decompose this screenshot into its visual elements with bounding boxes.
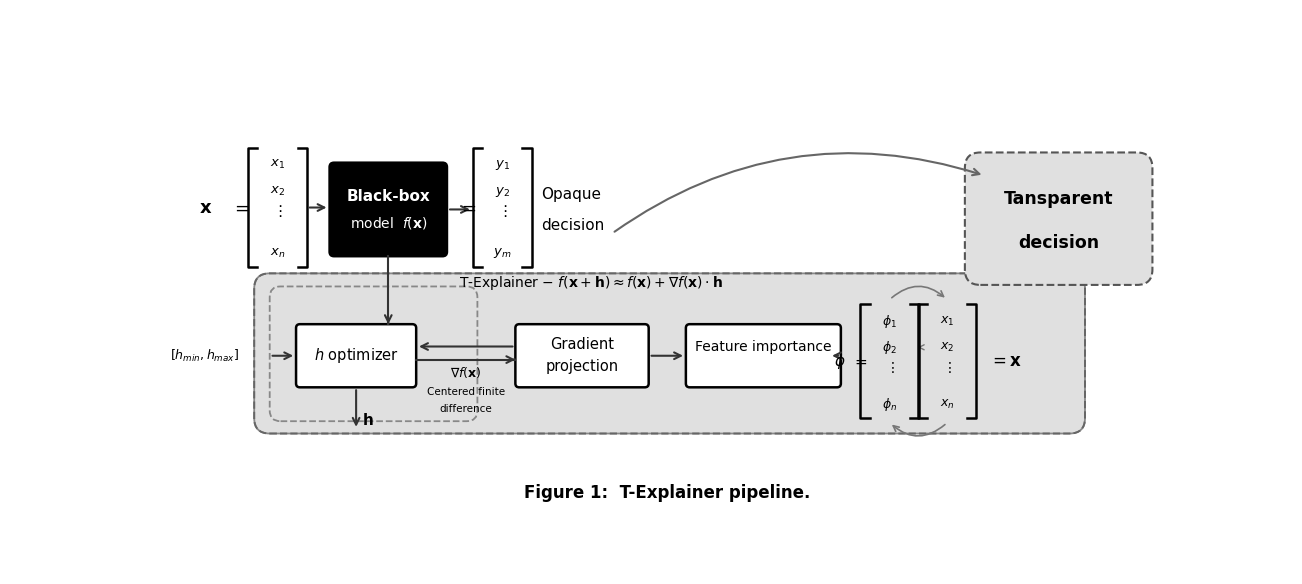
Text: $\vdots$: $\vdots$: [497, 203, 508, 220]
FancyBboxPatch shape: [516, 324, 648, 387]
Text: $\vdots$: $\vdots$: [943, 360, 952, 375]
Text: $[h_{min}, h_{max}]$: $[h_{min}, h_{max}]$: [171, 347, 240, 364]
Text: $\mathbf{h}$: $\mathbf{h}$: [362, 412, 374, 427]
Text: $\phi$: $\phi$: [835, 352, 846, 371]
Text: Black-box: Black-box: [346, 189, 430, 204]
Text: $\vdots$: $\vdots$: [272, 203, 283, 220]
Text: $x_n$: $x_n$: [270, 247, 285, 260]
Text: $y_m$: $y_m$: [493, 246, 512, 260]
Text: $x_1$: $x_1$: [270, 158, 285, 171]
FancyBboxPatch shape: [329, 162, 447, 256]
FancyBboxPatch shape: [965, 152, 1152, 285]
Text: T-Explainer $-$ $f(\mathbf{x}+\mathbf{h}) \approx f(\mathbf{x}) + \nabla f(\math: T-Explainer $-$ $f(\mathbf{x}+\mathbf{h}…: [458, 273, 723, 291]
Text: Feature importance: Feature importance: [695, 339, 832, 353]
Text: model  $f(\mathbf{x})$: model $f(\mathbf{x})$: [349, 215, 427, 231]
Text: $\nabla f(\mathbf{x})$: $\nabla f(\mathbf{x})$: [450, 365, 482, 380]
Text: $=$: $=$: [230, 199, 250, 217]
Text: $=$: $=$: [458, 199, 477, 217]
Text: Opaque: Opaque: [540, 187, 602, 202]
Text: projection: projection: [546, 359, 618, 374]
FancyBboxPatch shape: [254, 273, 1085, 433]
Text: decision: decision: [1018, 234, 1099, 252]
Text: $y_2$: $y_2$: [495, 185, 510, 199]
Text: $\vdots$: $\vdots$: [885, 360, 894, 375]
Text: $\phi_n$: $\phi_n$: [881, 396, 897, 413]
Text: $= \mathbf{x}$: $= \mathbf{x}$: [990, 352, 1022, 370]
Text: $x_n$: $x_n$: [940, 398, 954, 411]
Text: $y_1$: $y_1$: [495, 158, 510, 172]
FancyBboxPatch shape: [686, 324, 841, 387]
Text: decision: decision: [540, 218, 604, 233]
Text: difference: difference: [439, 404, 492, 414]
Text: $x_2$: $x_2$: [940, 340, 954, 354]
FancyBboxPatch shape: [296, 324, 417, 387]
Text: Figure 1:  T-Explainer pipeline.: Figure 1: T-Explainer pipeline.: [525, 484, 810, 502]
Text: $\phi_2$: $\phi_2$: [883, 339, 897, 356]
Text: $\hat{\mathbf{y}}$: $\hat{\mathbf{y}}$: [435, 195, 448, 220]
Text: $x_1$: $x_1$: [940, 315, 954, 328]
Text: Gradient: Gradient: [549, 338, 615, 353]
Text: $\mathbf{x}$: $\mathbf{x}$: [199, 199, 212, 217]
Text: $x_2$: $x_2$: [270, 185, 285, 199]
Text: Centered finite: Centered finite: [427, 387, 505, 397]
Text: $h$ optimizer: $h$ optimizer: [314, 346, 398, 365]
Text: $=$: $=$: [853, 354, 868, 369]
Text: Tansparent: Tansparent: [1004, 190, 1113, 208]
Text: $\phi_1$: $\phi_1$: [883, 312, 897, 329]
